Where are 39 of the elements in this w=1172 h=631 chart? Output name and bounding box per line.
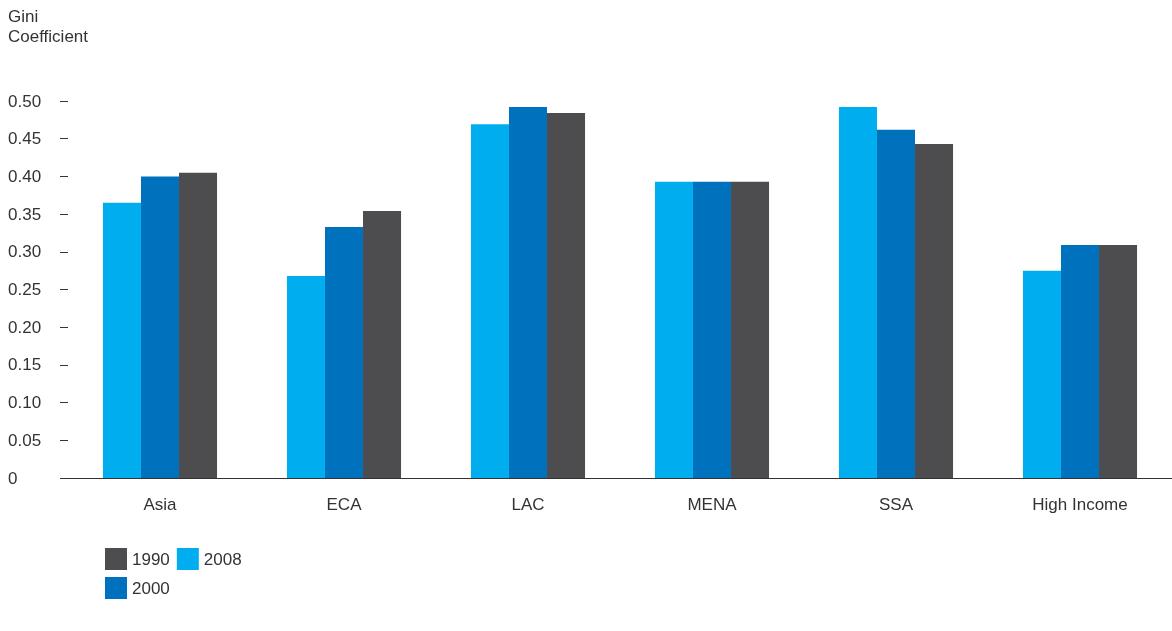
y-tick-label: 0.50 (8, 91, 42, 111)
bar (876, 129, 916, 478)
y-tick-label: 0.20 (8, 317, 42, 337)
x-tick-label: MENA (687, 495, 738, 514)
x-tick-label: SSA (878, 495, 914, 514)
bar (324, 226, 364, 478)
bar (838, 107, 877, 478)
bar (1099, 245, 1138, 478)
bar (470, 124, 509, 478)
x-tick-label: High Income (1032, 495, 1128, 514)
bar (1022, 270, 1061, 478)
y-axis-title: Gini Coefficient (8, 6, 89, 46)
bar (731, 181, 770, 478)
y-tick-label: 0.10 (8, 393, 42, 413)
y-tick-label: 0.35 (8, 204, 42, 224)
bar (102, 202, 141, 478)
y-tick-label: 0.15 (8, 355, 42, 375)
x-tick-label: ECA (326, 495, 363, 514)
legend-label: 2008 (203, 549, 242, 569)
bar (1060, 245, 1100, 478)
y-tick-label: 0.05 (8, 430, 42, 450)
legend-label: 1990 (132, 549, 170, 569)
y-tick-label: 0.45 (8, 129, 42, 149)
bar (286, 275, 325, 478)
bar (654, 181, 693, 478)
bar (915, 143, 954, 478)
legend-label: 2000 (132, 578, 170, 598)
y-tick-label: 0.25 (8, 280, 42, 299)
bar (179, 172, 218, 478)
y-tick-label: 0.30 (8, 242, 42, 262)
y-tick-label: 0 (8, 468, 18, 488)
bar (508, 107, 548, 478)
x-tick-label: LAC (511, 495, 545, 514)
bar (692, 181, 732, 478)
bar (547, 113, 586, 478)
bar (363, 211, 402, 478)
bar (140, 176, 180, 478)
x-tick-label: Asia (143, 495, 178, 514)
y-tick-label: 0.40 (8, 166, 42, 186)
